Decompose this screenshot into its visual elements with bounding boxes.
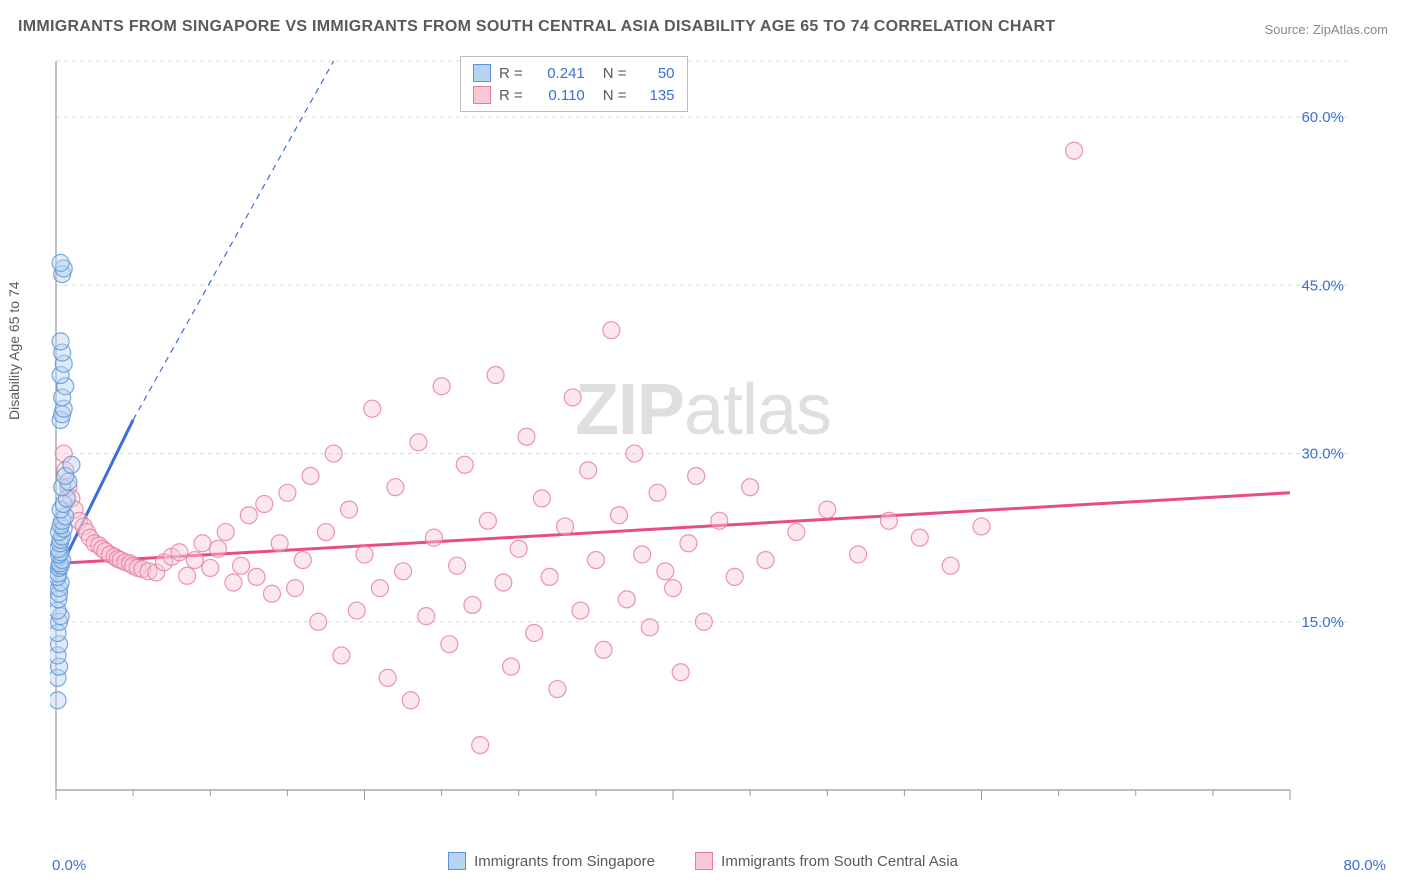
- legend-n-label: N =: [603, 87, 627, 104]
- x-axis-end-label: 80.0%: [1343, 857, 1386, 874]
- legend-swatch-pink: [473, 86, 491, 104]
- x-axis-legend: Immigrants from Singapore Immigrants fro…: [0, 852, 1406, 874]
- x-legend-swatch-pink: [695, 852, 713, 870]
- legend-pink-n-value: 135: [635, 87, 675, 104]
- legend-r-label: R =: [499, 87, 523, 104]
- legend-blue-n-value: 50: [635, 65, 675, 82]
- x-legend-item-blue: Immigrants from Singapore: [448, 852, 655, 870]
- legend-n-label: N =: [603, 65, 627, 82]
- legend-blue-r-value: 0.241: [531, 65, 585, 82]
- legend-pink-r-value: 0.110: [531, 87, 585, 104]
- chart-svg: 15.0% 30.0% 45.0% 60.0%: [50, 55, 1350, 820]
- x-legend-item-pink: Immigrants from South Central Asia: [695, 852, 958, 870]
- legend-stats-row-blue: R = 0.241 N = 50: [473, 62, 675, 84]
- svg-text:45.0%: 45.0%: [1301, 277, 1344, 294]
- svg-text:30.0%: 30.0%: [1301, 446, 1344, 463]
- y-axis-label: Disability Age 65 to 74: [6, 281, 22, 420]
- legend-r-label: R =: [499, 65, 523, 82]
- scatter-chart: 15.0% 30.0% 45.0% 60.0%: [50, 55, 1350, 820]
- x-legend-swatch-blue: [448, 852, 466, 870]
- x-legend-label-blue: Immigrants from Singapore: [474, 853, 655, 870]
- chart-title: IMMIGRANTS FROM SINGAPORE VS IMMIGRANTS …: [18, 18, 1055, 36]
- legend-stats-row-pink: R = 0.110 N = 135: [473, 84, 675, 106]
- x-legend-label-pink: Immigrants from South Central Asia: [721, 853, 958, 870]
- svg-text:15.0%: 15.0%: [1301, 614, 1344, 631]
- svg-text:60.0%: 60.0%: [1301, 109, 1344, 126]
- legend-swatch-blue: [473, 64, 491, 82]
- legend-stats: R = 0.241 N = 50 R = 0.110 N = 135: [460, 56, 688, 112]
- source-label: Source: ZipAtlas.com: [1264, 22, 1388, 37]
